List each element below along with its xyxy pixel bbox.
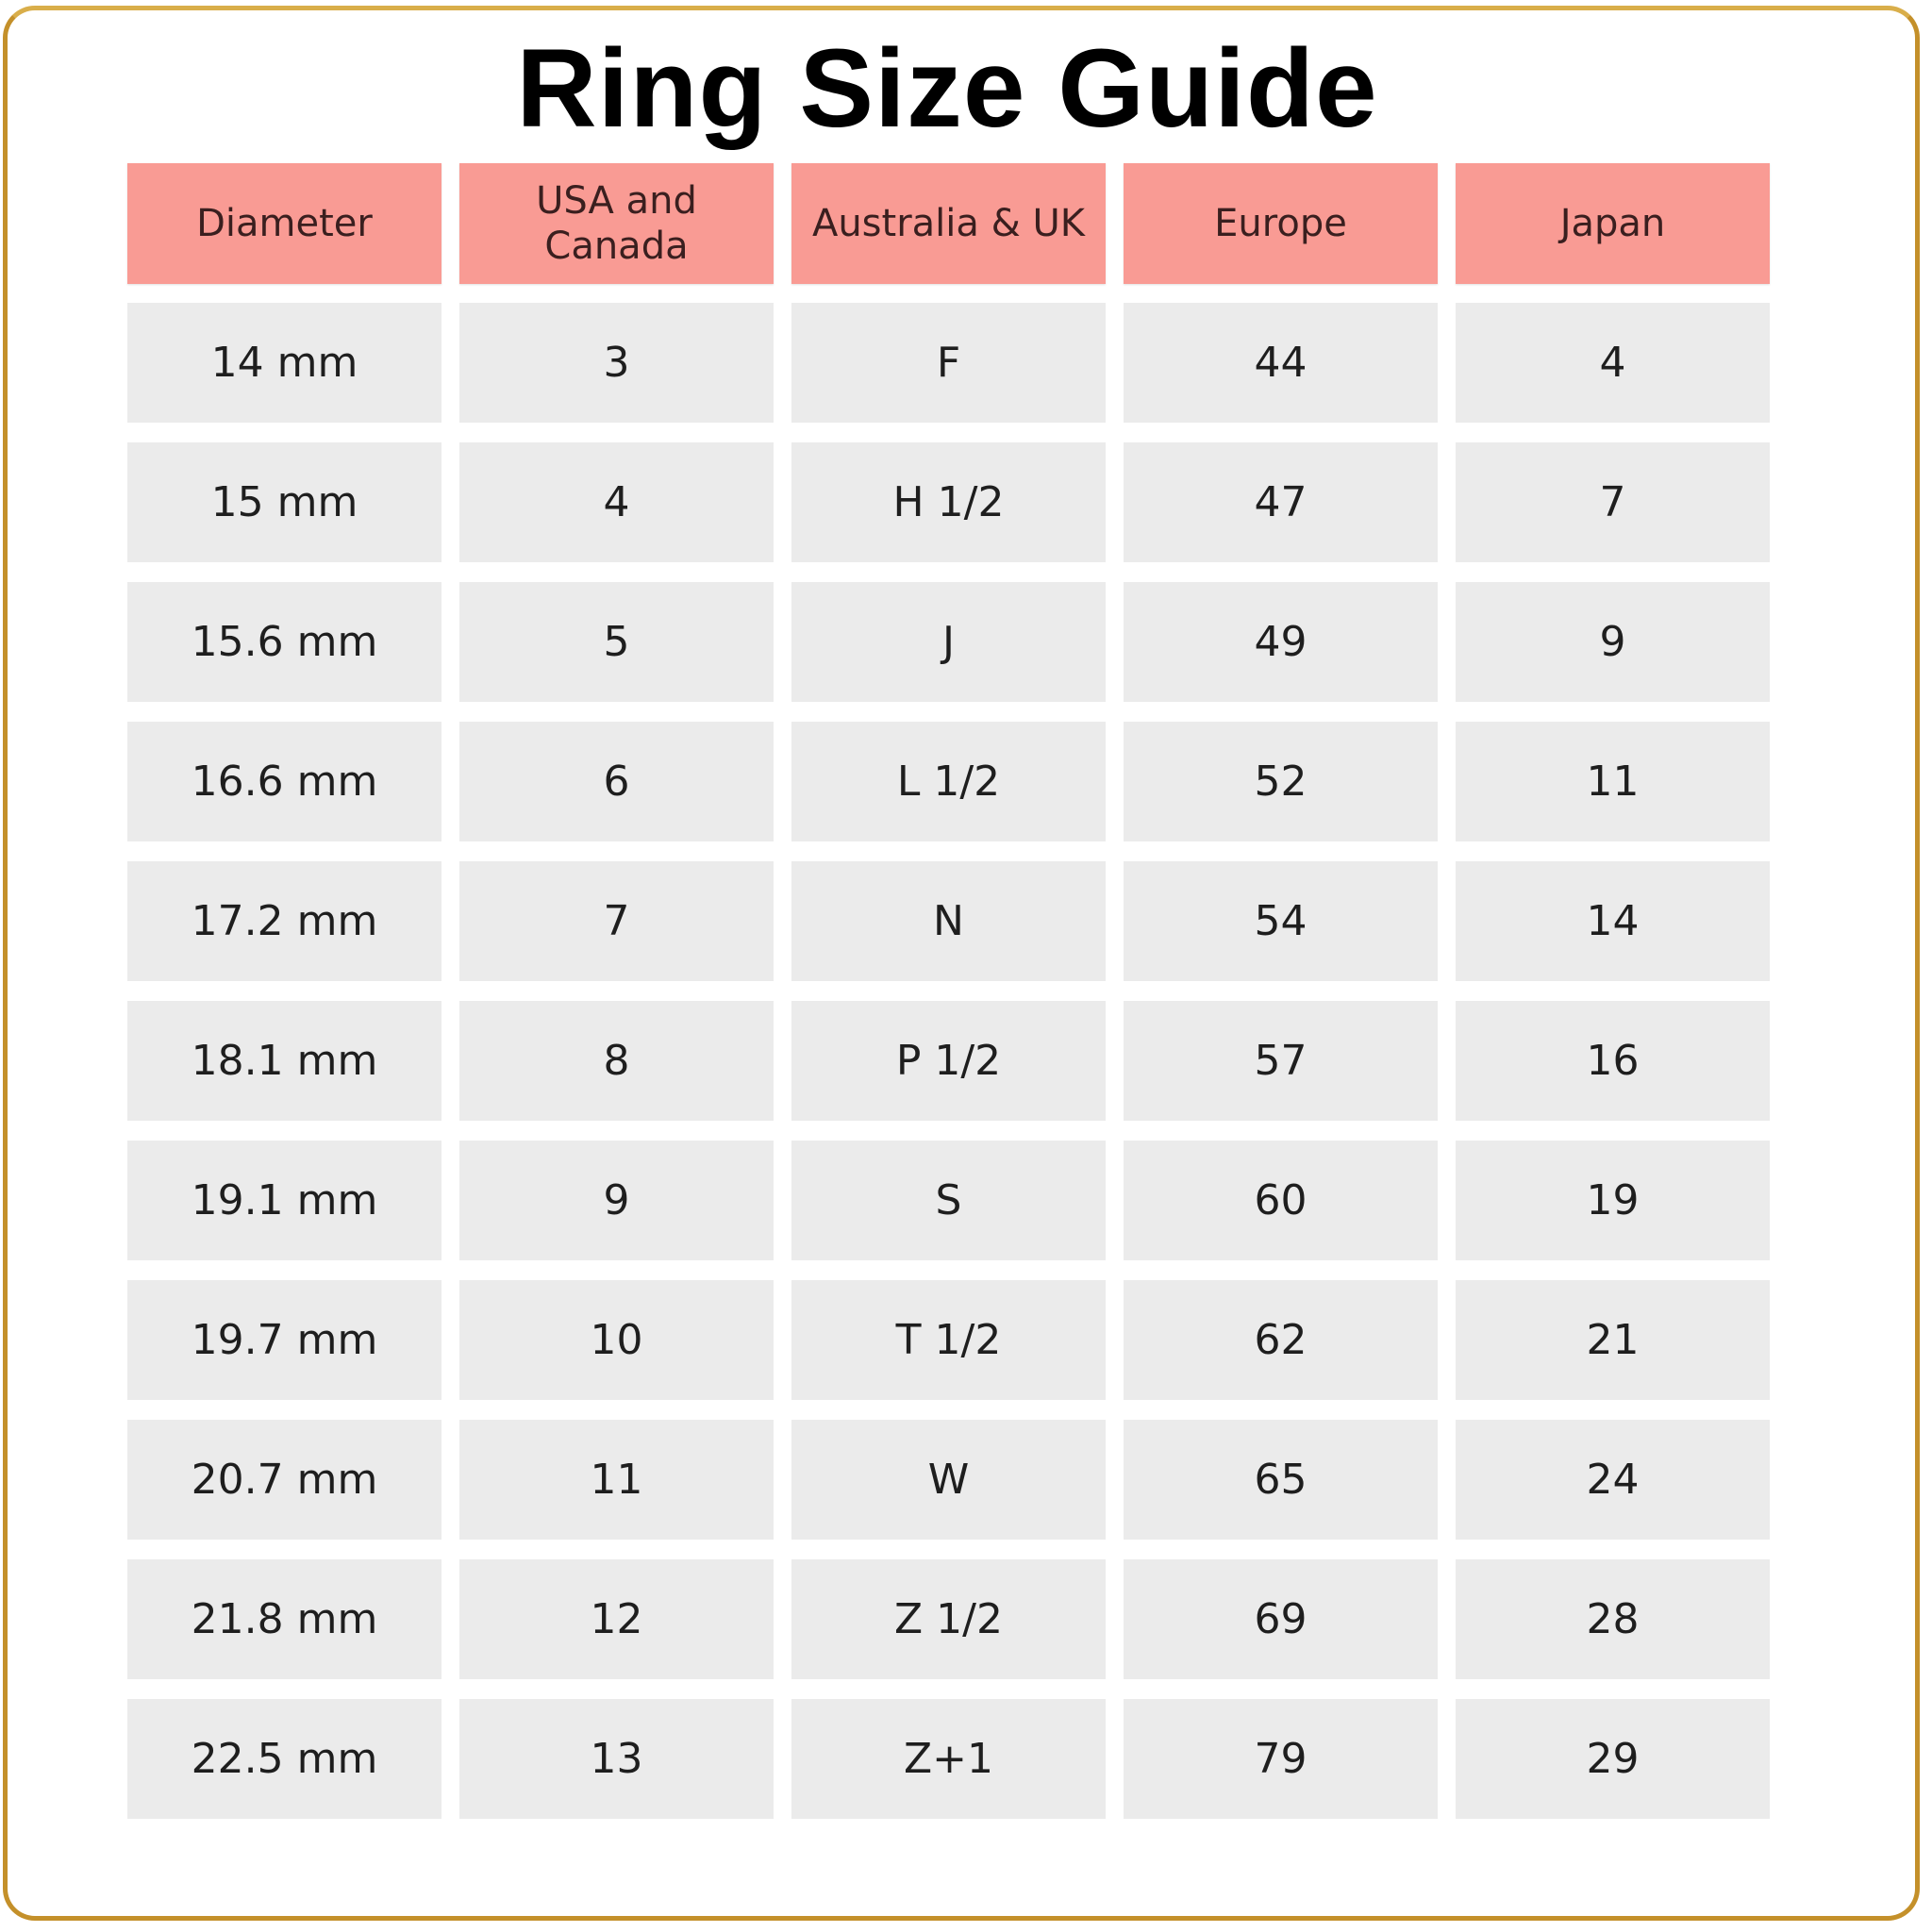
column-header: Australia & UK bbox=[791, 163, 1106, 284]
table-cell: W bbox=[791, 1420, 1106, 1540]
table-cell: L 1/2 bbox=[791, 722, 1106, 841]
table-cell: Z 1/2 bbox=[791, 1559, 1106, 1679]
table-cell: 6 bbox=[459, 722, 774, 841]
column-header: Japan bbox=[1456, 163, 1770, 284]
table-cell: F bbox=[791, 303, 1106, 423]
table-cell: P 1/2 bbox=[791, 1001, 1106, 1121]
table-cell: 21 bbox=[1456, 1280, 1770, 1400]
table-cell: 29 bbox=[1456, 1699, 1770, 1819]
column-header: Diameter bbox=[127, 163, 441, 284]
table-cell: 15.6 mm bbox=[127, 582, 441, 702]
table-cell: 5 bbox=[459, 582, 774, 702]
table-cell: 12 bbox=[459, 1559, 774, 1679]
table-cell: 28 bbox=[1456, 1559, 1770, 1679]
page-title: Ring Size Guide bbox=[516, 26, 1378, 151]
table-cell: 22.5 mm bbox=[127, 1699, 441, 1819]
table-cell: 52 bbox=[1124, 722, 1438, 841]
gold-frame bbox=[3, 6, 1920, 1921]
column-header: USA and Canada bbox=[459, 163, 774, 284]
table-cell: 24 bbox=[1456, 1420, 1770, 1540]
table-cell: 47 bbox=[1124, 442, 1438, 562]
table-cell: T 1/2 bbox=[791, 1280, 1106, 1400]
table-cell: 7 bbox=[1456, 442, 1770, 562]
table-cell: N bbox=[791, 861, 1106, 981]
table-cell: 19.7 mm bbox=[127, 1280, 441, 1400]
table-cell: 16.6 mm bbox=[127, 722, 441, 841]
table-cell: 11 bbox=[1456, 722, 1770, 841]
table-cell: 9 bbox=[1456, 582, 1770, 702]
table-cell: 3 bbox=[459, 303, 774, 423]
table-cell: S bbox=[791, 1141, 1106, 1260]
table-cell: 60 bbox=[1124, 1141, 1438, 1260]
table-cell: 10 bbox=[459, 1280, 774, 1400]
table-cell: 7 bbox=[459, 861, 774, 981]
table-cell: 14 mm bbox=[127, 303, 441, 423]
table-cell: 18.1 mm bbox=[127, 1001, 441, 1121]
table-cell: 14 bbox=[1456, 861, 1770, 981]
table-cell: 62 bbox=[1124, 1280, 1438, 1400]
table-cell: 11 bbox=[459, 1420, 774, 1540]
table-cell: Z+1 bbox=[791, 1699, 1106, 1819]
table-cell: 20.7 mm bbox=[127, 1420, 441, 1540]
table-cell: 57 bbox=[1124, 1001, 1438, 1121]
table-cell: 54 bbox=[1124, 861, 1438, 981]
table-cell: 44 bbox=[1124, 303, 1438, 423]
table-cell: 21.8 mm bbox=[127, 1559, 441, 1679]
table-cell: 4 bbox=[459, 442, 774, 562]
table-cell: 13 bbox=[459, 1699, 774, 1819]
table-cell: 15 mm bbox=[127, 442, 441, 562]
table-cell: 19.1 mm bbox=[127, 1141, 441, 1260]
column-header: Europe bbox=[1124, 163, 1438, 284]
table-cell: 19 bbox=[1456, 1141, 1770, 1260]
table-cell: 8 bbox=[459, 1001, 774, 1121]
table-cell: J bbox=[791, 582, 1106, 702]
table-cell: 65 bbox=[1124, 1420, 1438, 1540]
table-cell: 9 bbox=[459, 1141, 774, 1260]
table-cell: H 1/2 bbox=[791, 442, 1106, 562]
table-cell: 69 bbox=[1124, 1559, 1438, 1679]
table-cell: 17.2 mm bbox=[127, 861, 441, 981]
ring-size-table: Diameter USA and Canada Australia & UK Euro… bbox=[127, 163, 1770, 1839]
table-cell: 79 bbox=[1124, 1699, 1438, 1819]
table-cell: 4 bbox=[1456, 303, 1770, 423]
table-cell: 16 bbox=[1456, 1001, 1770, 1121]
table-cell: 49 bbox=[1124, 582, 1438, 702]
